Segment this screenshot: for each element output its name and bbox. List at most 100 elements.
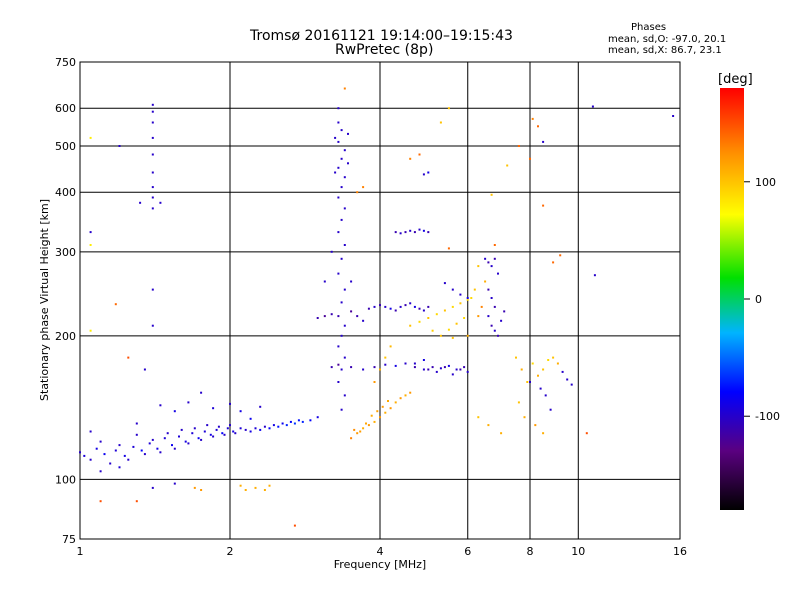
echo-point	[193, 486, 196, 489]
echo-point	[404, 362, 407, 365]
echo-point	[79, 451, 81, 454]
x-tick-label: 6	[464, 545, 471, 558]
echo-point	[455, 368, 458, 371]
echo-point	[387, 400, 389, 402]
echo-point	[389, 307, 392, 310]
echo-point	[343, 288, 346, 291]
echo-point	[394, 231, 397, 234]
echo-point	[135, 422, 138, 425]
echo-point	[151, 196, 154, 199]
echo-point	[447, 364, 450, 367]
echo-point	[490, 324, 493, 327]
echo-point	[593, 274, 596, 277]
x-tick-label: 1	[77, 545, 84, 558]
echo-point	[139, 201, 142, 204]
colorbar-tick-label: 0	[755, 293, 762, 306]
echo-point	[239, 410, 242, 413]
echo-point	[212, 407, 215, 410]
echo-point	[187, 442, 190, 445]
echo-point	[418, 320, 421, 323]
echo-point	[418, 228, 421, 231]
echo-point	[151, 324, 154, 327]
echo-point	[337, 363, 340, 366]
echo-point	[132, 445, 135, 448]
echo-point	[559, 254, 562, 257]
echo-point	[151, 186, 154, 189]
y-tick-label: 200	[55, 330, 76, 343]
echo-point	[159, 404, 162, 407]
echo-point	[373, 381, 376, 383]
echo-point	[217, 425, 220, 428]
echo-point	[427, 171, 430, 174]
echo-point	[413, 362, 416, 365]
echo-point	[200, 438, 203, 441]
echo-point	[347, 132, 349, 135]
echo-point	[109, 462, 112, 465]
echo-point	[159, 451, 162, 454]
echo-point	[542, 368, 545, 371]
phase-legend-o-mode: mean, sd,O: -97.0, 20.1	[608, 34, 727, 45]
echo-point	[370, 414, 373, 417]
echo-point	[135, 500, 138, 503]
echo-point	[114, 449, 117, 452]
echo-point	[259, 428, 262, 431]
echo-point	[151, 103, 154, 106]
echo-point	[337, 121, 340, 124]
echo-point	[301, 420, 304, 423]
echo-point	[254, 486, 257, 489]
echo-point	[151, 288, 154, 291]
echo-point	[451, 336, 454, 339]
echo-point	[289, 420, 292, 423]
echo-point	[463, 317, 466, 319]
echo-point	[156, 447, 159, 450]
echo-point	[187, 401, 190, 404]
echo-point	[89, 136, 92, 139]
echo-point	[343, 87, 346, 90]
echo-point	[350, 366, 353, 369]
echo-point	[297, 419, 300, 422]
echo-point	[171, 444, 173, 447]
echo-point	[272, 424, 275, 427]
echo-point	[484, 280, 487, 283]
echo-point	[422, 368, 425, 371]
echo-point	[127, 458, 130, 461]
echo-point	[435, 313, 438, 316]
echo-point	[389, 407, 392, 410]
echo-point	[209, 433, 212, 436]
echo-point	[239, 427, 242, 430]
echo-point	[570, 383, 573, 386]
echo-point	[542, 140, 545, 143]
echo-point	[337, 381, 340, 383]
echo-point	[223, 433, 226, 436]
echo-point	[334, 171, 337, 174]
echo-point	[151, 110, 154, 113]
echo-point	[529, 157, 531, 160]
echo-point	[409, 157, 412, 160]
echo-point	[337, 166, 340, 169]
echo-point	[549, 408, 552, 411]
echo-point	[384, 305, 387, 308]
echo-point	[422, 309, 425, 312]
echo-point	[293, 422, 296, 425]
echo-point	[193, 427, 196, 430]
chart-subtitle: RwPretec (8p)	[335, 42, 434, 58]
echo-point	[362, 319, 365, 322]
echo-point	[373, 366, 376, 369]
phase-legend-x-mode: mean, sd,X: 86.7, 23.1	[608, 45, 722, 56]
echo-point	[356, 315, 359, 318]
echo-point	[379, 416, 381, 419]
echo-point	[143, 368, 146, 371]
echo-point	[347, 162, 349, 165]
x-axis-label: Frequency [MHz]	[334, 558, 426, 571]
echo-point	[244, 428, 247, 431]
echo-point	[184, 440, 187, 443]
y-tick-label: 500	[55, 140, 76, 153]
echo-point	[200, 391, 203, 394]
echo-point	[394, 364, 397, 367]
echo-point	[585, 432, 588, 435]
echo-point	[343, 394, 346, 397]
echo-point	[330, 250, 333, 253]
echo-point	[343, 244, 346, 246]
echo-point	[89, 329, 92, 332]
